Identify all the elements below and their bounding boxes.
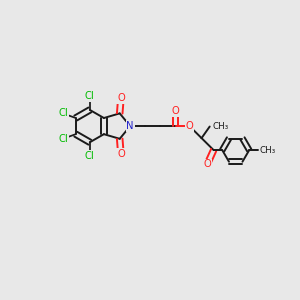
Text: Cl: Cl [85,151,95,161]
Text: O: O [186,121,193,131]
Text: N: N [126,121,134,131]
Text: O: O [203,159,211,170]
Text: Cl: Cl [58,134,68,144]
Text: O: O [117,149,125,159]
Text: Cl: Cl [58,108,68,118]
Text: O: O [172,106,179,116]
Text: O: O [117,93,125,103]
Text: CH₃: CH₃ [212,122,229,131]
Text: CH₃: CH₃ [259,146,275,154]
Text: Cl: Cl [85,91,95,101]
